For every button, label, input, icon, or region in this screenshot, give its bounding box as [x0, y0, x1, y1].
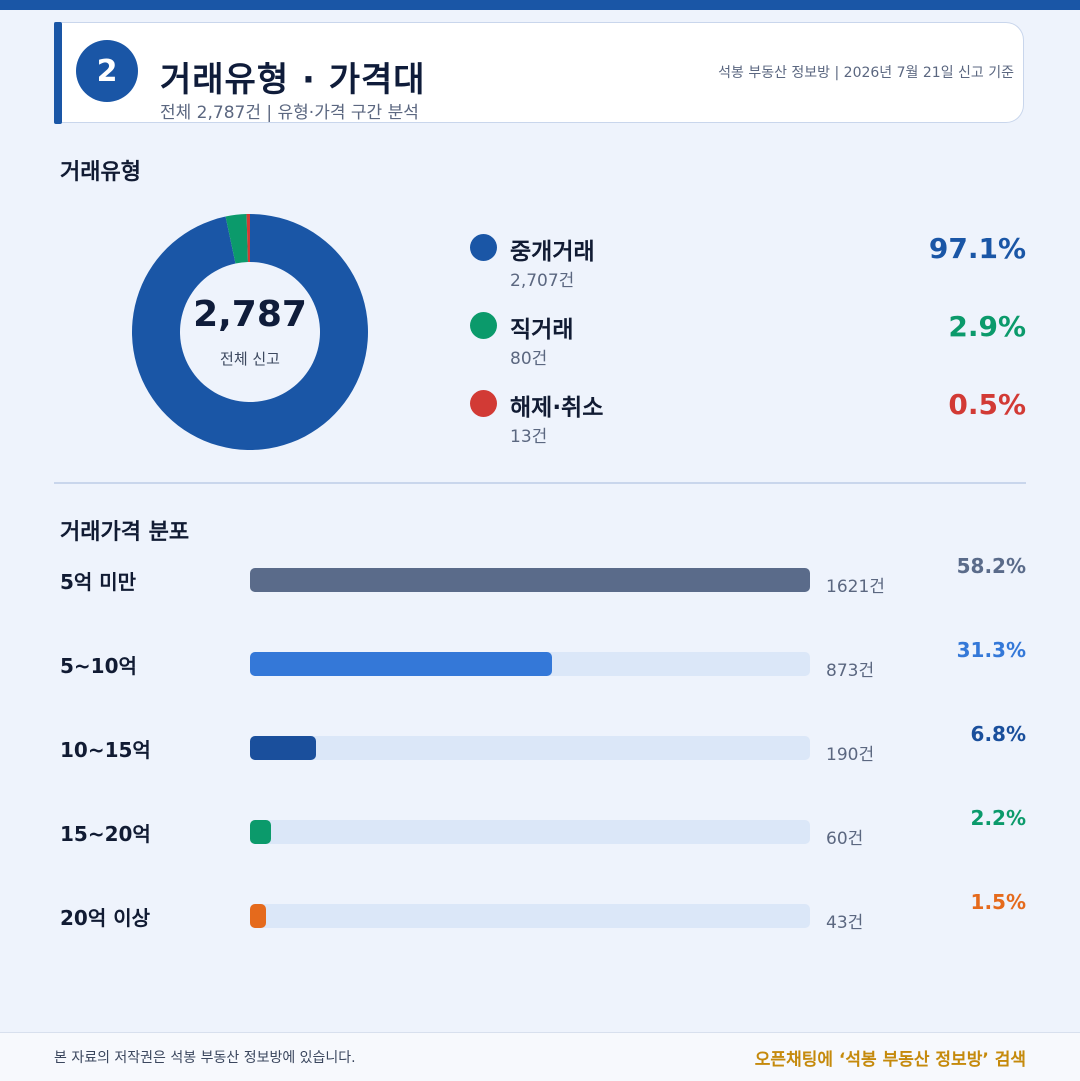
price-row: 20억 이상 43건 1.5% — [0, 890, 1080, 936]
donut-slice-1 — [225, 214, 248, 264]
price-percent: 2.2% — [970, 806, 1026, 830]
source-note: 석봉 부동산 정보방 | 2026년 7월 21일 신고 기준 — [718, 65, 1014, 81]
price-bar — [250, 820, 271, 844]
legend-dot — [470, 312, 497, 339]
price-range-label: 5억 미만 — [60, 570, 137, 594]
price-count: 60건 — [826, 829, 864, 849]
price-percent: 31.3% — [956, 638, 1026, 662]
legend-percent: 2.9% — [948, 310, 1026, 343]
header-accent-stripe — [54, 22, 62, 124]
legend-percent: 97.1% — [928, 232, 1026, 265]
price-row: 5억 미만 1621건 58.2% — [0, 554, 1080, 600]
price-range-label: 20억 이상 — [60, 906, 150, 930]
legend-name: 해제·취소 — [510, 395, 604, 421]
price-percent: 1.5% — [970, 890, 1026, 914]
price-bar — [250, 736, 316, 760]
price-row: 10~15억 190건 6.8% — [0, 722, 1080, 768]
donut-total-value: 2,787 — [193, 294, 307, 335]
legend-count: 80건 — [510, 349, 548, 369]
open-chat-cta: 오픈채팅에 ‘석봉 부동산 정보방’ 검색 — [754, 1050, 1026, 1070]
price-row: 15~20억 60건 2.2% — [0, 806, 1080, 852]
price-bar-track — [250, 568, 810, 592]
section-number-badge: 2 — [76, 40, 138, 102]
donut-slice-2 — [246, 214, 250, 263]
price-count: 190건 — [826, 745, 875, 765]
footer: 본 자료의 저작권은 석봉 부동산 정보방에 있습니다. 오픈채팅에 ‘석봉 부… — [0, 1032, 1080, 1081]
price-bar — [250, 904, 266, 928]
legend-name: 직거래 — [510, 317, 574, 343]
price-bar — [250, 652, 552, 676]
price-range-label: 15~20억 — [60, 822, 151, 846]
price-bar — [250, 568, 810, 592]
legend-item-direct: 직거래 80건 2.9% — [470, 308, 1026, 378]
donut-svg — [132, 214, 368, 450]
price-percent: 58.2% — [956, 554, 1026, 578]
legend-percent: 0.5% — [948, 388, 1026, 421]
price-range-label: 5~10억 — [60, 654, 137, 678]
donut-total-label: 전체 신고 — [220, 350, 280, 368]
type-donut-chart: 2,787 전체 신고 — [130, 212, 370, 452]
legend-item-cancelled: 해제·취소 13건 0.5% — [470, 386, 1026, 456]
price-count: 43건 — [826, 913, 864, 933]
top-accent-bar — [0, 0, 1080, 10]
donut-slice-0 — [132, 214, 368, 450]
legend-name: 중개거래 — [510, 239, 595, 265]
price-section-title: 거래가격 분포 — [60, 520, 190, 545]
page-title: 거래유형 · 가격대 — [160, 60, 426, 100]
legend-count: 2,707건 — [510, 271, 575, 291]
price-bar-track — [250, 820, 810, 844]
price-count: 873건 — [826, 661, 875, 681]
price-bar-track — [250, 736, 810, 760]
legend-dot — [470, 390, 497, 417]
type-section-title: 거래유형 — [60, 160, 141, 185]
legend-item-brokered: 중개거래 2,707건 97.1% — [470, 230, 1026, 300]
price-percent: 6.8% — [970, 722, 1026, 746]
price-count: 1621건 — [826, 577, 885, 597]
copyright-note: 본 자료의 저작권은 석봉 부동산 정보방에 있습니다. — [54, 1050, 356, 1066]
price-row: 5~10억 873건 31.3% — [0, 638, 1080, 684]
legend-count: 13건 — [510, 427, 548, 447]
price-range-label: 10~15억 — [60, 738, 151, 762]
section-divider — [54, 482, 1026, 484]
legend-dot — [470, 234, 497, 261]
price-bar-track — [250, 904, 810, 928]
header-card — [54, 22, 1024, 123]
page-subtitle: 전체 2,787건 | 유형·가격 구간 분석 — [160, 103, 419, 123]
price-bar-track — [250, 652, 810, 676]
